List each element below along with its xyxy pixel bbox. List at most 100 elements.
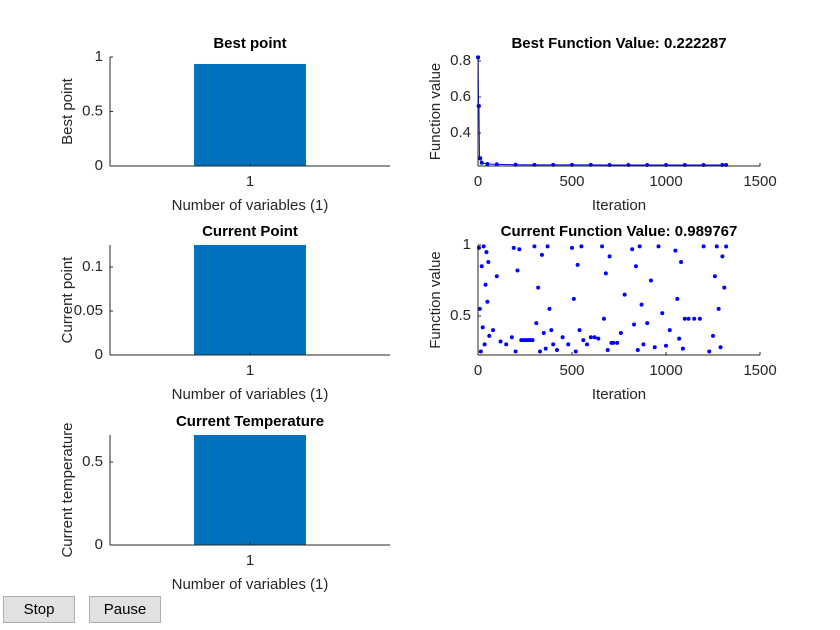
y-tick-label: 0.4 [450, 124, 471, 141]
y-tick-label: 0 [95, 536, 103, 553]
point [566, 342, 571, 347]
point [714, 244, 719, 249]
point [635, 348, 640, 353]
point [664, 343, 668, 348]
point [515, 268, 520, 273]
point [675, 296, 680, 301]
point [484, 250, 489, 255]
best-value-line [477, 56, 727, 166]
point [478, 349, 483, 354]
point [491, 328, 496, 333]
point [485, 162, 490, 167]
point [611, 340, 616, 345]
bar [194, 435, 306, 545]
point [483, 282, 488, 287]
point [509, 335, 514, 340]
point [573, 349, 578, 354]
x-tick-label: 500 [559, 362, 584, 379]
point [630, 247, 635, 252]
point [615, 340, 620, 345]
point [648, 278, 653, 283]
point [477, 306, 482, 311]
point [498, 339, 503, 344]
x-tick-label: 0 [474, 173, 482, 190]
y-tick-label: 0.8 [450, 52, 471, 69]
point [679, 260, 684, 265]
y-tick-label: 0.5 [82, 102, 103, 119]
point [712, 274, 717, 279]
point [577, 328, 582, 333]
x-tick-label: 1 [246, 173, 254, 190]
bar [194, 63, 306, 167]
point [487, 333, 492, 338]
point [660, 311, 665, 316]
point [632, 322, 637, 327]
y-axis-label: Function value [427, 63, 444, 161]
point [579, 244, 584, 249]
y-tick-label: 1 [463, 236, 471, 253]
axes-title: Current Function Value: 0.989767 [501, 223, 738, 240]
y-axis-label: Best point [59, 77, 76, 145]
x-axis-label: Number of variables (1) [172, 576, 329, 593]
axes-title: Current Point [202, 223, 298, 240]
x-axis-label: Iteration [592, 386, 646, 403]
stop-button[interactable]: Stop [3, 596, 75, 623]
point [641, 342, 646, 347]
point [720, 254, 725, 259]
point [652, 345, 657, 350]
point [481, 244, 486, 249]
x-axis-label: Number of variables (1) [172, 386, 329, 403]
point [605, 348, 610, 353]
y-tick-label: 0 [95, 346, 103, 363]
y-tick-label: 0.5 [82, 453, 103, 470]
point [480, 325, 485, 330]
bar [194, 245, 306, 355]
point [618, 331, 623, 335]
point [504, 342, 509, 347]
point [554, 348, 559, 353]
y-tick-label: 0.05 [74, 302, 103, 319]
point [707, 349, 712, 354]
point [560, 335, 565, 340]
point [639, 302, 644, 307]
y-tick-label: 0.5 [450, 307, 471, 324]
point [541, 331, 546, 335]
point [511, 245, 516, 250]
point [592, 335, 597, 340]
point [571, 296, 576, 301]
x-tick-label: 500 [559, 173, 584, 190]
point [596, 336, 601, 341]
point [536, 285, 541, 290]
point [680, 346, 685, 351]
axes-title: Best Function Value: 0.222287 [511, 35, 726, 52]
point [711, 333, 715, 338]
point [588, 335, 593, 340]
y-tick-label: 1 [95, 48, 103, 65]
point [601, 316, 606, 321]
point [724, 244, 729, 249]
point [716, 306, 721, 311]
x-tick-label: 0 [474, 362, 482, 379]
point [585, 342, 590, 347]
x-tick-label: 1000 [649, 173, 682, 190]
point [673, 248, 678, 253]
x-axis-label: Iteration [592, 197, 646, 214]
point [575, 262, 580, 267]
point [486, 260, 491, 265]
y-tick-label: 0.6 [450, 88, 471, 105]
point [701, 244, 706, 249]
point [539, 252, 544, 257]
x-tick-label: 1 [246, 552, 254, 569]
point [551, 342, 556, 347]
pause-button[interactable]: Pause [89, 596, 161, 623]
point [478, 156, 483, 161]
point [570, 245, 574, 250]
point [600, 244, 605, 249]
point [482, 342, 487, 347]
point [622, 292, 627, 297]
x-axis-label: Number of variables (1) [172, 197, 329, 214]
point [494, 274, 499, 279]
point [485, 299, 490, 304]
